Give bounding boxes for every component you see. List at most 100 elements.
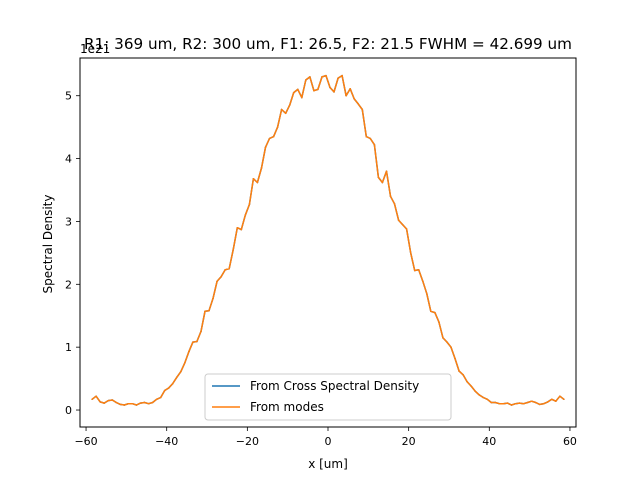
series-1-point (248, 203, 251, 206)
series-1-point (333, 91, 335, 93)
series-1-point (422, 280, 424, 282)
series-1-point (502, 402, 505, 405)
series-1-point (204, 310, 206, 313)
series-1-point (373, 143, 376, 146)
series-1-point (349, 88, 351, 90)
series-1-point (434, 311, 436, 314)
series-1-point (389, 195, 392, 198)
series-1-point (494, 401, 497, 404)
x-tick-label: −60 (74, 435, 97, 448)
series-1-point (139, 402, 142, 404)
series-1-point (171, 382, 174, 385)
series-1-point (385, 170, 388, 172)
series-1-point (321, 76, 323, 78)
series-1-point (490, 401, 493, 404)
series-1-point (127, 402, 130, 405)
series-1-point (397, 219, 400, 221)
series-1-point (91, 398, 93, 401)
series-1-point (466, 380, 468, 383)
y-tick-label: 5 (65, 90, 72, 103)
chart-title: R1: 369 um, R2: 300 um, F1: 26.5, F2: 21… (84, 35, 572, 53)
series-1-point (135, 404, 138, 406)
series-1-point (530, 400, 533, 402)
series-1-point (401, 223, 404, 226)
series-1-point (284, 112, 287, 115)
series-1-point (547, 401, 549, 403)
y-tick-label: 4 (65, 153, 72, 166)
series-1-point (450, 346, 452, 348)
series-1-point (143, 401, 146, 404)
x-tick-label: 0 (325, 435, 332, 448)
series-1-point (538, 403, 541, 406)
series-1-point (147, 402, 150, 405)
series-1-point (208, 309, 210, 312)
y-tick-label: 0 (65, 404, 72, 417)
x-axis-ticks: −60 −40 −20 0 20 40 60 (74, 427, 577, 448)
series-1-point (232, 248, 234, 251)
series-1-point (212, 297, 214, 299)
series-1-point (107, 399, 109, 402)
series-1-point (268, 137, 271, 140)
series-1-point (563, 398, 565, 401)
series-1-point (409, 252, 412, 254)
series-1-point (438, 321, 440, 323)
series-1-point (151, 401, 154, 404)
series-1-point (297, 88, 299, 91)
series-1-point (498, 402, 501, 405)
series-1-point (462, 374, 464, 376)
series-1-point (526, 401, 529, 404)
y-tick-label: 3 (65, 215, 72, 228)
series-1-point (413, 269, 416, 272)
legend-label-modes: From modes (250, 400, 324, 414)
series-1-point (236, 226, 239, 229)
series-1-point (341, 74, 343, 77)
series-1-point (361, 108, 364, 111)
series-1-point (276, 126, 279, 128)
y-axis-ticks: 0 1 2 3 4 5 (65, 90, 80, 417)
series-1-point (317, 88, 319, 91)
series-1-point (292, 91, 295, 94)
series-1-point (188, 350, 190, 353)
series-1-point (454, 357, 456, 360)
series-1-point (405, 228, 408, 230)
series-1-point (131, 402, 134, 405)
y-tick-label: 2 (65, 278, 72, 291)
series-1-point (365, 135, 368, 138)
series-1-point (264, 146, 267, 149)
series-1-point (111, 399, 114, 401)
series-1-point (357, 103, 359, 105)
series-1-point (393, 203, 396, 205)
series-1-point (240, 228, 243, 231)
series-1-point (518, 402, 521, 404)
series-1-point (167, 387, 170, 389)
series-1-point (458, 370, 460, 372)
series-1-point (288, 104, 291, 106)
series-1-point (381, 181, 384, 184)
series-1-point (272, 135, 275, 138)
series-1-point (478, 394, 480, 396)
x-tick-label: −20 (236, 435, 259, 448)
series-1-point (377, 176, 380, 179)
series-1-point (99, 401, 101, 403)
series-1-point (486, 398, 489, 401)
series-1-point (252, 177, 255, 180)
series-1-point (200, 330, 202, 333)
legend-label-cross-spectral-density: From Cross Spectral Density (250, 379, 419, 393)
x-axis-label: x [um] (308, 457, 348, 471)
series-1-point (224, 269, 226, 271)
series-1-point (301, 96, 303, 99)
series-1-point (325, 74, 327, 77)
series-1-point (559, 395, 561, 397)
series-1-point (555, 400, 557, 402)
series-1-point (514, 402, 517, 405)
plot-area (91, 74, 565, 406)
series-1-point (470, 385, 472, 387)
series-1-point (313, 89, 315, 92)
series-1-point (474, 390, 476, 392)
series-1-point (369, 137, 372, 140)
series-1-point (196, 340, 198, 343)
series-1-point (95, 395, 97, 397)
series-1-point (417, 269, 420, 271)
series-1-point (115, 401, 118, 404)
